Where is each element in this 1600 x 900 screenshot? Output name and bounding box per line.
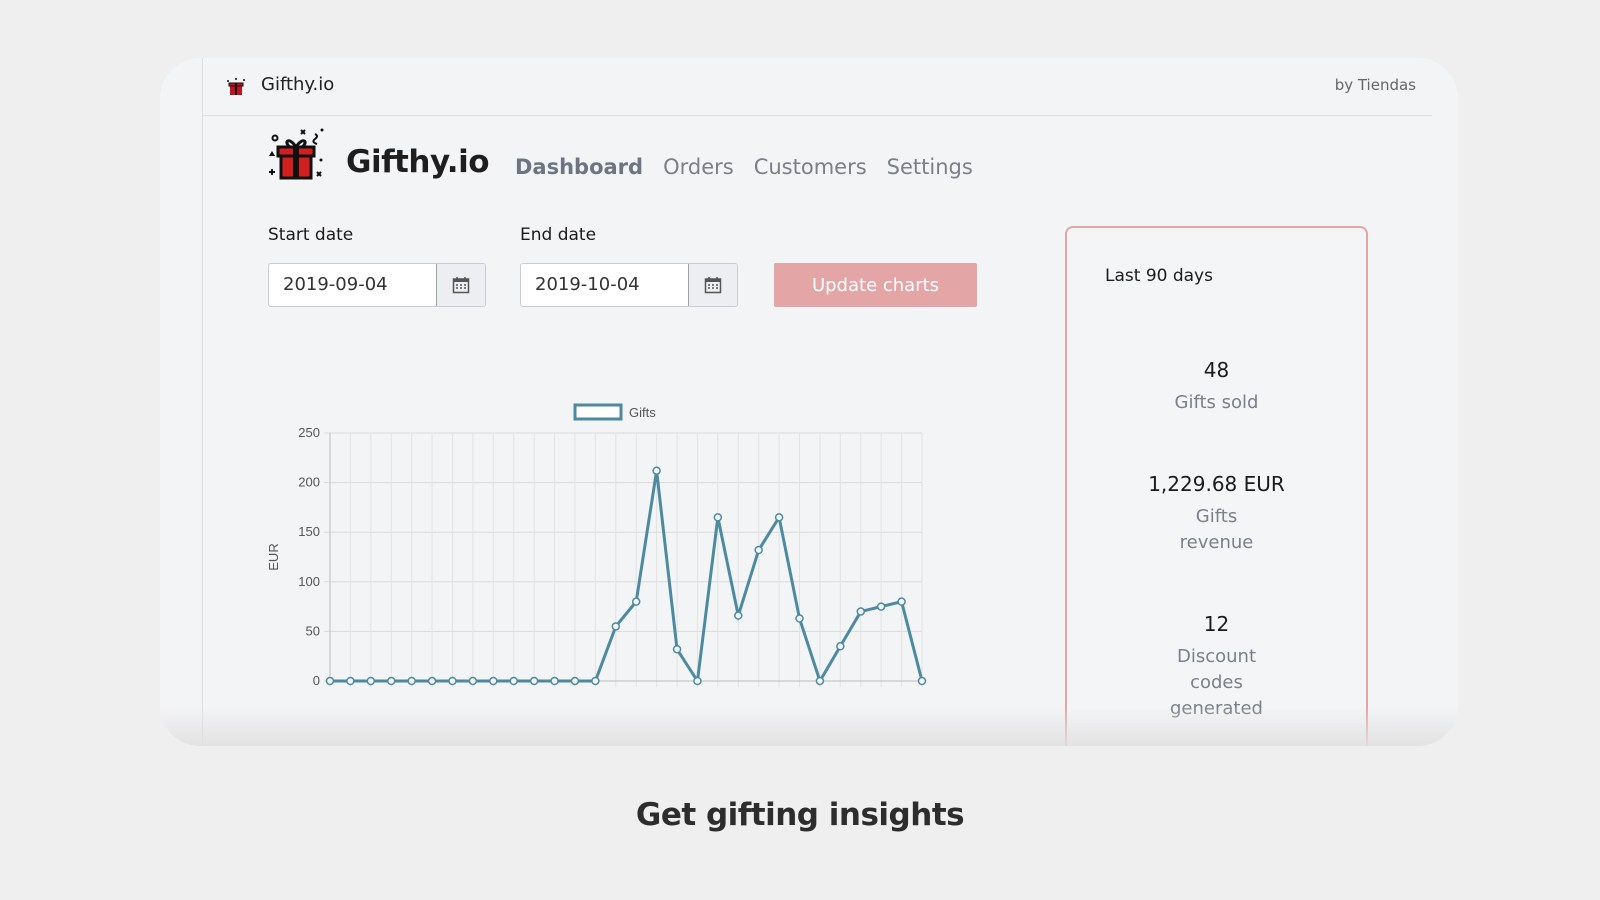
legend-label: Gifts <box>629 405 656 420</box>
calendar-button[interactable] <box>688 264 737 306</box>
data-point <box>366 676 376 686</box>
start-date-label: Start date <box>268 225 354 245</box>
data-point <box>836 642 845 651</box>
nav-orders[interactable]: Orders <box>663 155 734 179</box>
data-point <box>917 676 927 686</box>
stat-label: Gifts revenue <box>1179 506 1254 553</box>
data-point <box>774 513 784 522</box>
top-bar: Gifthy.io by Tiendas <box>203 58 1432 116</box>
end-date-value[interactable]: 2019-10-04 <box>535 274 640 295</box>
series-line-gifts <box>330 470 924 686</box>
data-point <box>550 676 559 686</box>
data-point <box>815 676 825 686</box>
tagline: Get gifting insights <box>635 797 965 833</box>
data-point <box>713 513 723 522</box>
stat-gifts-sold: 48 Gifts sold <box>1067 358 1366 416</box>
calendar-icon <box>704 277 722 294</box>
end-date-label: End date <box>520 225 597 245</box>
gift-icon <box>227 78 245 95</box>
data-point <box>734 611 743 620</box>
data-point <box>856 607 866 616</box>
stat-value: 1,229.68 EUR <box>1148 472 1285 496</box>
summary-title: Last 90 days <box>1105 266 1213 286</box>
data-point <box>897 597 906 606</box>
brand-name: Gifthy.io <box>346 144 490 180</box>
data-point <box>611 622 621 631</box>
bottom-fade <box>160 706 1458 746</box>
gift-icon[interactable] <box>265 128 327 186</box>
stat-gifts-revenue: 1,229.68 EUR Gifts revenue <box>1067 472 1366 556</box>
update-charts-button[interactable]: Update charts <box>774 263 977 307</box>
start-date-value[interactable]: 2019-09-04 <box>283 274 388 295</box>
data-point <box>448 676 457 686</box>
data-point <box>468 676 478 686</box>
end-date-field[interactable]: 2019-10-04 <box>520 263 738 307</box>
start-date-field[interactable]: 2019-09-04 <box>268 263 486 307</box>
gifts-line-chart: 050100150200250Sep 04Sep 06Sep 08Sep 10S… <box>266 403 927 688</box>
y-tick-label: 250 <box>298 425 320 440</box>
y-tick-label: 50 <box>306 623 320 638</box>
nav-dashboard[interactable]: Dashboard <box>515 155 644 179</box>
stat-label: Gifts sold <box>1174 392 1259 413</box>
stat-value: 12 <box>1203 612 1230 636</box>
data-point <box>529 676 539 686</box>
nav-settings[interactable]: Settings <box>886 155 973 179</box>
app-window: Gifthy.io by Tiendas Gifthy.io Dashboard… <box>160 58 1458 746</box>
y-tick-label: 100 <box>298 574 320 589</box>
data-point <box>570 676 580 686</box>
y-tick-label: 150 <box>298 524 320 539</box>
stat-value: 48 <box>1203 358 1230 382</box>
y-axis-title: EUR <box>266 543 281 570</box>
data-point <box>754 545 763 555</box>
sidebar-divider <box>202 58 203 746</box>
data-point <box>652 466 661 475</box>
calendar-button[interactable] <box>436 264 485 306</box>
y-tick-label: 0 <box>313 673 320 688</box>
data-point <box>876 602 886 611</box>
vendor-label: by Tiendas <box>1334 76 1416 94</box>
data-point <box>693 676 702 686</box>
data-point <box>346 676 355 686</box>
data-point <box>672 645 682 654</box>
main-nav: Dashboard Orders Customers Settings <box>515 155 973 179</box>
data-point <box>795 614 804 623</box>
calendar-icon <box>452 277 470 294</box>
app-title: Gifthy.io <box>261 74 335 95</box>
data-point <box>407 676 416 686</box>
data-point <box>427 676 437 686</box>
data-point <box>591 676 600 686</box>
y-tick-label: 200 <box>298 475 320 490</box>
legend-swatch <box>573 403 623 421</box>
data-point <box>631 597 641 606</box>
summary-panel: Last 90 days 48 Gifts sold 1,229.68 EUR … <box>1065 226 1368 746</box>
data-point <box>386 676 396 686</box>
data-point <box>325 676 335 686</box>
data-point <box>509 676 518 686</box>
nav-customers[interactable]: Customers <box>753 155 867 179</box>
data-point <box>489 676 498 686</box>
